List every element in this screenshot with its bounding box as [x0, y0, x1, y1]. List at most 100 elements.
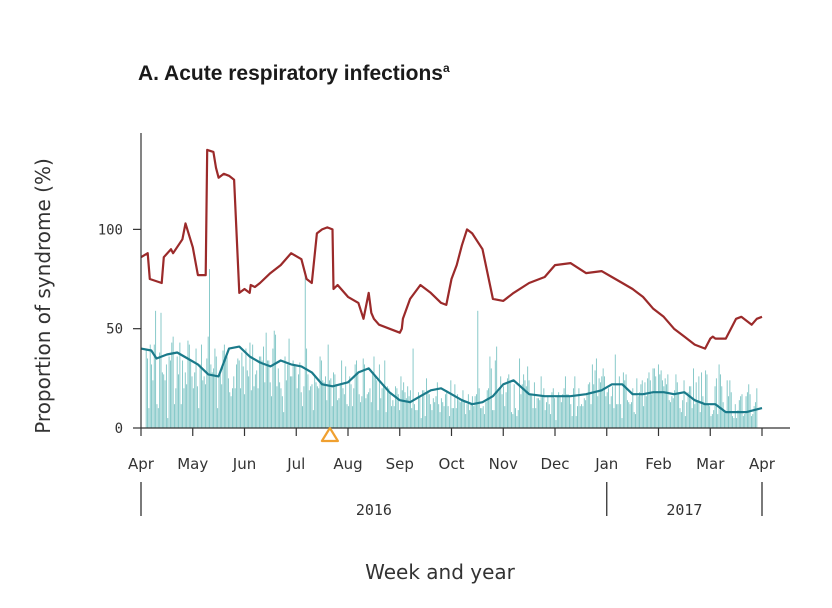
bar: [203, 376, 205, 428]
bar: [569, 396, 570, 428]
bar: [709, 406, 711, 428]
bar: [174, 404, 175, 428]
bar: [171, 342, 173, 428]
bar: [539, 400, 541, 428]
bar: [496, 346, 498, 428]
bar: [577, 406, 578, 428]
bar: [733, 418, 735, 428]
bar: [544, 410, 546, 428]
bar: [649, 380, 651, 428]
bar: [409, 390, 411, 428]
bar: [380, 398, 382, 428]
bar: [684, 416, 686, 428]
bar: [153, 344, 155, 428]
bar: [392, 400, 394, 428]
bar: [718, 364, 720, 428]
bar: [711, 414, 713, 428]
bar: [211, 372, 213, 428]
bar: [635, 414, 636, 428]
bar: [701, 372, 703, 428]
bar: [308, 390, 310, 428]
bar: [302, 406, 303, 428]
bar: [369, 388, 371, 428]
bar: [575, 416, 577, 428]
bar: [612, 386, 614, 428]
bar: [567, 394, 569, 428]
bar: [695, 382, 697, 428]
bar: [223, 344, 225, 428]
bar: [484, 414, 485, 428]
bar: [466, 404, 468, 428]
bar: [257, 388, 259, 428]
bar: [172, 336, 174, 428]
bar: [188, 344, 190, 428]
bar: [651, 394, 653, 428]
bar: [195, 348, 197, 428]
bar: [258, 356, 260, 428]
bar: [447, 406, 449, 428]
bar: [343, 394, 345, 428]
bar: [469, 410, 471, 428]
bar: [169, 360, 171, 428]
bar: [291, 376, 293, 428]
year-label: 2017: [666, 501, 702, 519]
bar: [443, 406, 445, 428]
bar: [161, 372, 163, 428]
bar: [601, 376, 603, 428]
bar: [552, 388, 554, 428]
bar: [706, 374, 708, 428]
bar: [249, 342, 251, 428]
bar: [574, 376, 576, 428]
bar: [501, 394, 503, 428]
bar: [668, 400, 670, 428]
bar: [346, 404, 348, 428]
bar: [674, 390, 676, 428]
upper-threshold-line: [140, 148, 763, 350]
bar: [633, 412, 635, 428]
bar: [721, 386, 723, 428]
bar: [314, 376, 316, 428]
bar: [662, 380, 663, 428]
bar: [636, 378, 638, 428]
bar: [614, 354, 616, 428]
bar: [535, 408, 537, 428]
bar: [237, 358, 239, 428]
bar: [500, 376, 502, 428]
bar: [405, 398, 407, 428]
bar: [454, 384, 456, 428]
bar: [474, 396, 476, 428]
bar: [663, 386, 665, 428]
x-tick-label: Jul: [286, 455, 305, 473]
bar: [267, 360, 268, 428]
bar: [361, 396, 363, 428]
bar: [368, 392, 370, 428]
bar: [404, 392, 406, 428]
bar: [362, 358, 364, 428]
bar: [756, 388, 758, 428]
bar: [186, 384, 188, 428]
bar: [529, 394, 531, 428]
bar: [444, 394, 446, 428]
bar: [358, 394, 360, 428]
bar: [515, 408, 516, 428]
bar: [356, 360, 357, 428]
bar: [260, 356, 262, 428]
bar: [531, 394, 533, 428]
bar: [691, 408, 693, 428]
bar: [147, 358, 148, 428]
bar: [199, 364, 201, 428]
bar: [353, 388, 355, 428]
bar: [582, 406, 584, 428]
bar: [640, 384, 642, 428]
bar: [710, 416, 712, 428]
bar: [202, 380, 204, 428]
bar: [694, 404, 696, 428]
bar: [726, 380, 728, 428]
bar: [385, 412, 387, 428]
bar: [413, 404, 415, 428]
bar: [271, 396, 272, 428]
bar: [365, 398, 367, 428]
bar: [391, 406, 392, 428]
bar: [210, 364, 212, 428]
bar: [288, 338, 290, 428]
